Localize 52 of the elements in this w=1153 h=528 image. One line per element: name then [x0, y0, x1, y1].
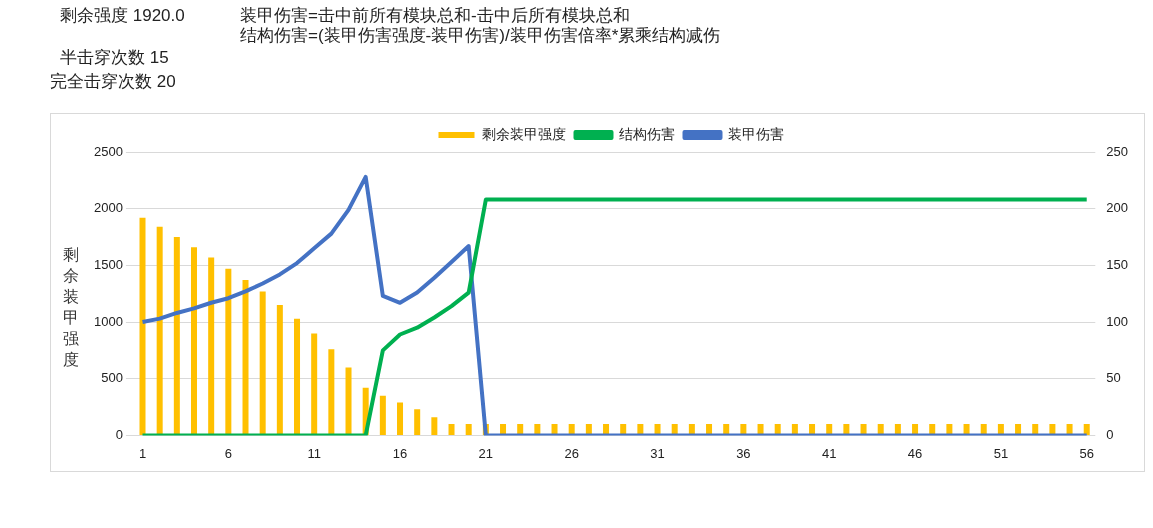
text: 剩余强度 1920.0 [60, 5, 185, 27]
bar [431, 417, 438, 435]
bar [242, 280, 249, 435]
bar [225, 268, 232, 435]
x-tick-label: 31 [650, 445, 665, 461]
y-axis-title: 剩余装甲强度 [62, 245, 80, 370]
x-tick-label: 21 [478, 445, 494, 461]
legend-label: 剩余装甲强度 [481, 125, 566, 142]
bar [465, 424, 472, 435]
y2-tick-label: 50 [1106, 370, 1121, 386]
y-tick-label: 1500 [94, 256, 123, 272]
x-tick-label: 56 [1079, 445, 1094, 461]
y-tick-label: 2500 [94, 143, 123, 159]
x-tick-label: 11 [307, 445, 321, 461]
text: 完全击穿次数 20 [50, 71, 176, 93]
bar [191, 247, 198, 435]
y-tick-label: 0 [115, 426, 123, 442]
bar [345, 367, 352, 435]
bar [414, 409, 421, 435]
bar [156, 226, 163, 435]
y2-tick-label: 250 [1106, 143, 1129, 159]
legend-label: 装甲伤害 [727, 125, 784, 142]
bar [139, 217, 146, 435]
x-tick-label: 6 [224, 445, 232, 461]
bar [397, 402, 404, 435]
x-tick-label: 1 [138, 445, 147, 461]
y2-tick-label: 200 [1106, 200, 1129, 216]
x-tick-label: 51 [993, 445, 1009, 461]
bar [328, 349, 335, 435]
text: 半击穿次数 15 [60, 47, 169, 69]
y2-tick-label: 150 [1106, 256, 1129, 272]
bar [259, 291, 266, 435]
text: 结构伤害=(装甲伤害强度-装甲伤害)/装甲伤害倍率*累乘结构减伤 [240, 25, 721, 47]
y2-tick-label: 0 [1106, 426, 1114, 442]
x-tick-label: 36 [736, 445, 751, 461]
x-tick-label: 16 [392, 445, 408, 461]
bar [173, 237, 180, 435]
y-tick-label: 1000 [94, 313, 123, 329]
bar [208, 257, 215, 435]
y-tick-label: 500 [101, 370, 123, 386]
bar [379, 395, 386, 435]
x-tick-label: 26 [564, 445, 579, 461]
bar [276, 305, 283, 435]
bar [448, 424, 455, 435]
text: 装甲伤害=击中前所有模块总和-击中后所有模块总和 [240, 5, 630, 26]
legend-label: 结构伤害 [618, 125, 675, 142]
bar [294, 318, 301, 435]
bar [311, 333, 318, 435]
y2-tick-label: 100 [1106, 313, 1129, 329]
x-tick-label: 41 [821, 445, 837, 461]
y-tick-label: 2000 [94, 200, 123, 216]
x-tick-label: 46 [907, 445, 923, 461]
